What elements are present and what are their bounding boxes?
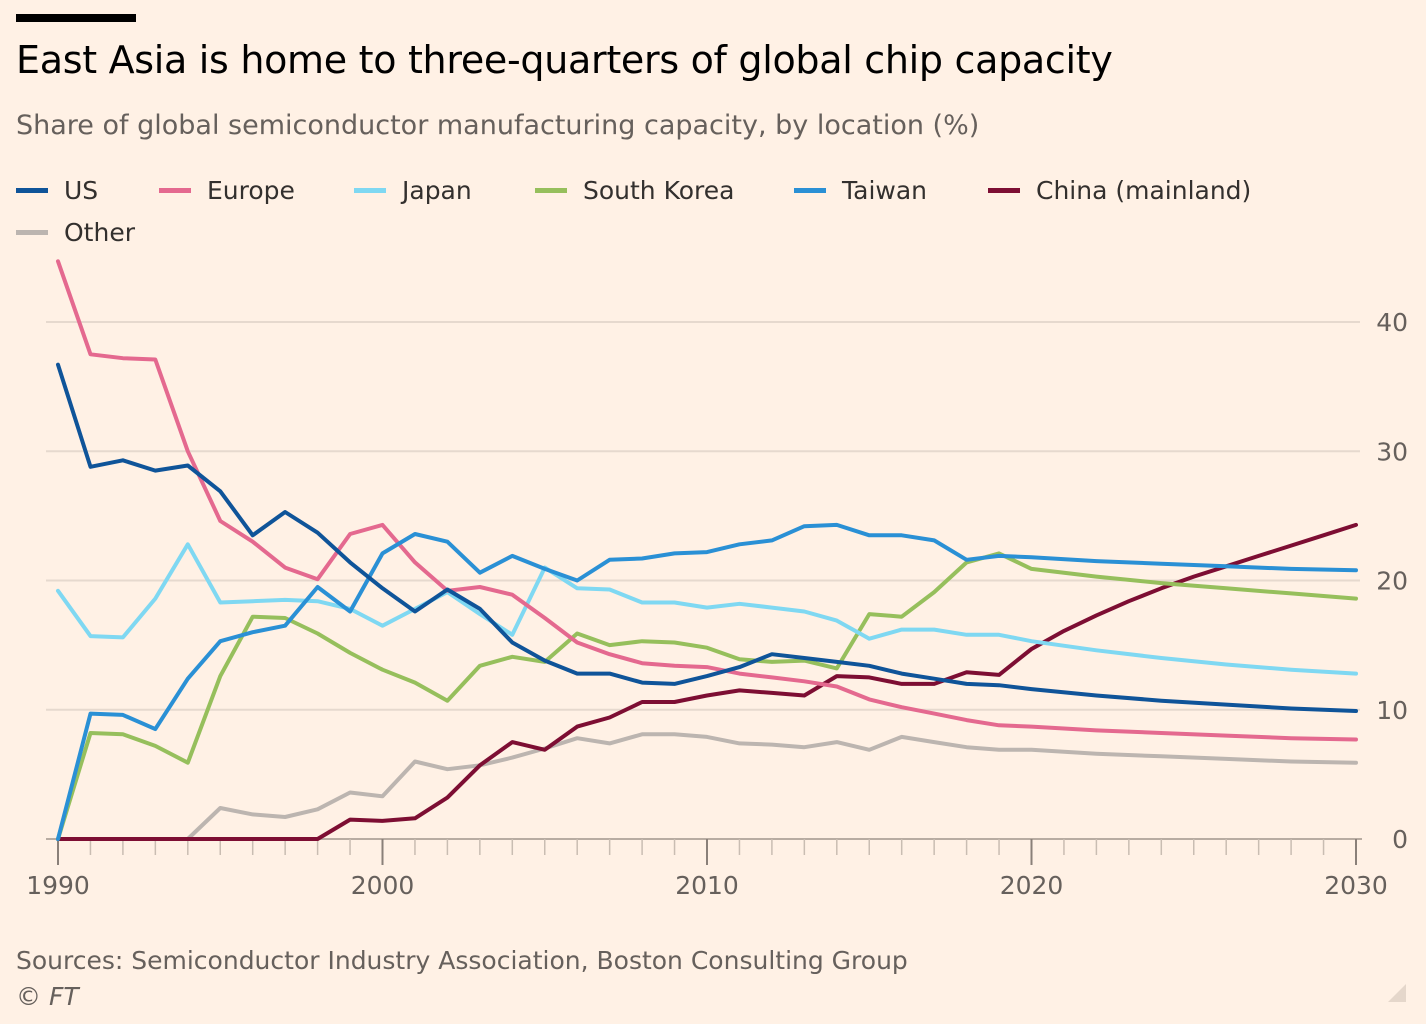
x-tick-label-1990: 1990 — [26, 871, 90, 900]
legend-item-us: US — [16, 170, 98, 210]
y-tick-label-30: 30 — [1376, 437, 1408, 466]
legend-label-japan: Japan — [402, 175, 472, 205]
resize-corner-icon — [1388, 984, 1406, 1002]
series-line-china-mainland — [56, 522, 1358, 841]
legend-label-europe: Europe — [207, 175, 295, 205]
ft-top-bar — [16, 14, 136, 22]
legend-item-taiwan: Taiwan — [794, 170, 927, 210]
legend-item-other: Other — [16, 212, 135, 252]
ft-credit: © FT — [16, 982, 79, 1011]
legend-label-china: China (mainland) — [1036, 175, 1252, 205]
y-axis: 0 10 20 30 40 — [1376, 308, 1408, 854]
series-line-us — [56, 362, 1358, 713]
chart-title: East Asia is home to three-quarters of g… — [16, 38, 1113, 82]
series-lines — [56, 259, 1358, 841]
series-line-japan — [56, 542, 1358, 676]
series-line-taiwan — [56, 522, 1358, 841]
legend-item-japan: Japan — [354, 170, 472, 210]
legend-label-other: Other — [64, 217, 135, 247]
legend-swatch-japan — [354, 187, 386, 193]
legend-swatch-us — [16, 187, 48, 193]
series-line-europe — [56, 259, 1358, 742]
x-axis: 1990 2000 2010 2020 2030 — [26, 838, 1388, 900]
y-tick-label-40: 40 — [1376, 308, 1408, 337]
legend-item-europe: Europe — [159, 170, 295, 210]
y-tick-label-10: 10 — [1376, 696, 1408, 725]
source-note: Sources: Semiconductor Industry Associat… — [16, 946, 908, 975]
legend-swatch-other — [16, 229, 48, 235]
legend-swatch-europe — [159, 187, 191, 193]
legend-label-us: US — [64, 175, 99, 205]
gridlines — [46, 321, 1360, 711]
y-tick-label-20: 20 — [1376, 567, 1408, 596]
legend-swatch-china — [988, 187, 1020, 193]
x-tick-label-2010: 2010 — [675, 871, 739, 900]
legend-item-china: China (mainland) — [988, 170, 1251, 210]
legend-item-south-korea: South Korea — [535, 170, 734, 210]
legend-swatch-south-korea — [535, 187, 567, 193]
x-tick-label-2030: 2030 — [1324, 871, 1388, 900]
x-tick-label-2020: 2020 — [1000, 871, 1064, 900]
chart-subtitle: Share of global semiconductor manufactur… — [16, 110, 980, 141]
y-tick-label-0: 0 — [1392, 825, 1408, 854]
legend-label-taiwan: Taiwan — [842, 175, 928, 205]
x-tick-label-2000: 2000 — [351, 871, 415, 900]
series-line-other — [56, 732, 1358, 841]
legend-swatch-taiwan — [794, 187, 826, 193]
legend-label-south-korea: South Korea — [583, 175, 735, 205]
